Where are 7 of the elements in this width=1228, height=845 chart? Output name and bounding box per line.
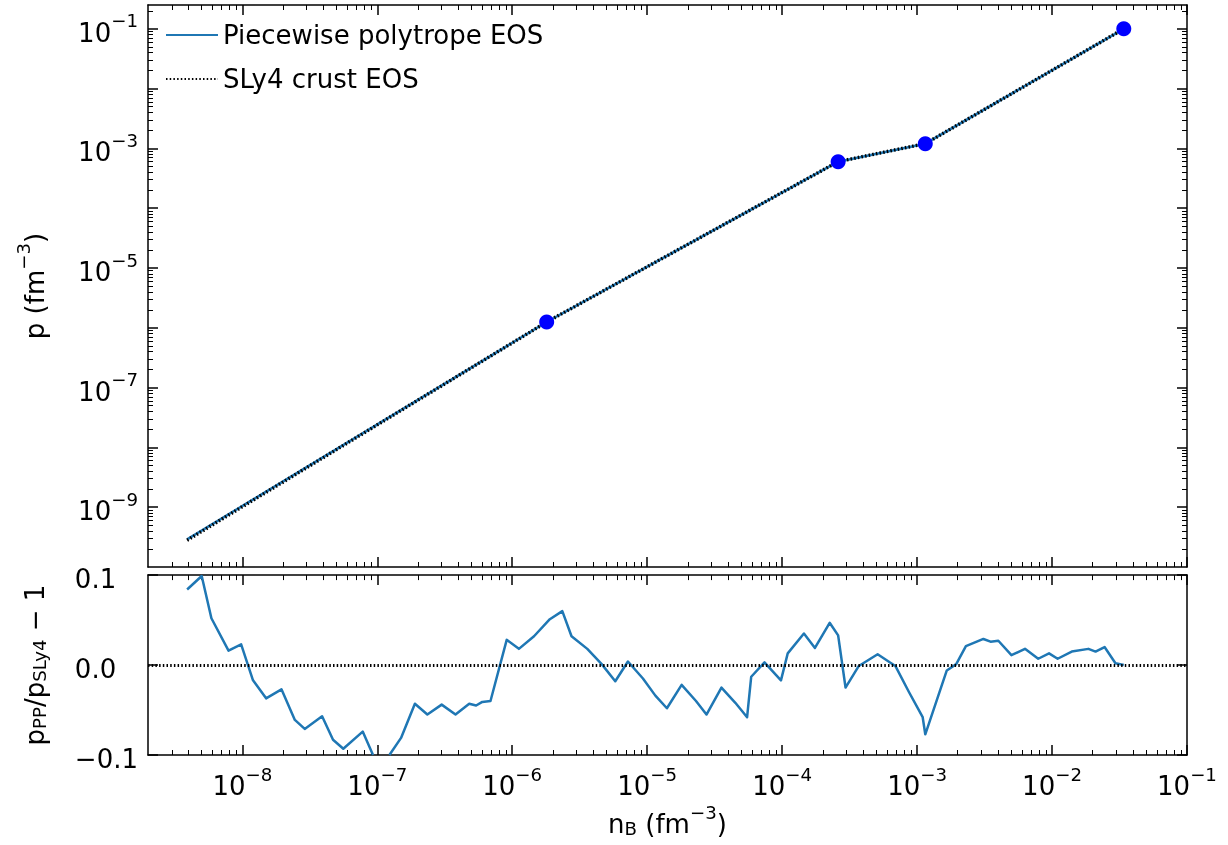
y-tick-label: 0.1 xyxy=(74,564,117,594)
y-axis-title: p (fm−3) xyxy=(12,232,50,340)
legend-label: SLy4 crust EOS xyxy=(223,64,419,94)
y-tick-label: −0.1 xyxy=(74,743,139,774)
y-axis-title: pPP/pSLy4 − 1 xyxy=(20,584,50,746)
legend-label: Piecewise polytrope EOS xyxy=(223,20,544,50)
y-tick-label: 0.0 xyxy=(74,653,117,684)
